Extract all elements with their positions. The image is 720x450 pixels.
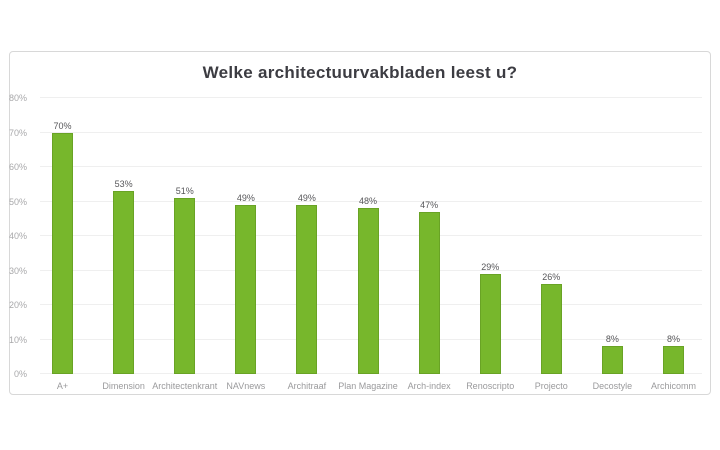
y-tick-label: 20% (8, 300, 27, 310)
bar: 53% (113, 179, 135, 374)
y-tick-label: 60% (8, 162, 27, 172)
y-axis: 0% 10% 20% 30% 40% 50% 60% 70% 80% (0, 93, 27, 379)
bar-value-label: 8% (666, 334, 680, 345)
bar-value-label: 70% (53, 120, 72, 131)
bar-column: 47% Arch-index (399, 98, 460, 391)
bar: 26% (540, 272, 562, 374)
bar: 47% (418, 200, 440, 374)
bar-column: 53% Dimension (93, 98, 154, 391)
bar-column: 26% Projecto (521, 98, 582, 391)
x-category-label: Arch-index (407, 381, 451, 391)
bar-column: 51% Architectenkrant (152, 98, 217, 391)
bar-chart-plot: 0% 10% 20% 30% 40% 50% 60% 70% 80% 70% A+ 53% Dimen… (9, 93, 704, 391)
bars-container: 70% A+ 53% Dimension 51% Architectenkrant 49% N… (32, 98, 704, 391)
chart-title: Welke architectuurvakbladen leest u? (202, 63, 518, 82)
gridline (40, 200, 702, 202)
bar-value-label: 26% (542, 272, 561, 283)
chart-card: Welke architectuurvakbladen leest u? 0% 1… (9, 51, 711, 395)
y-tick-label: 40% (8, 231, 27, 241)
x-category-label: Architraaf (287, 381, 327, 391)
x-category-label: Projecto (534, 381, 568, 391)
bar: 8% (662, 334, 684, 374)
bar-value-label: 53% (114, 179, 133, 190)
bar: 48% (357, 196, 379, 374)
x-category-label: Archicomm (650, 381, 696, 391)
bar-value-label: 49% (236, 192, 255, 203)
bar-value-label: 29% (481, 261, 500, 272)
bar-column: 49% Architraaf (276, 98, 337, 391)
x-category-label: Decostyle (592, 381, 633, 391)
bar-value-label: 49% (297, 192, 316, 203)
gridline (40, 131, 702, 133)
x-category-label: Renoscripto (466, 381, 515, 391)
x-category-label: Dimension (102, 381, 145, 391)
bar: 70% (52, 121, 74, 374)
bar-column: 70% A+ (32, 98, 93, 391)
bar-column: 8% Decostyle (582, 98, 643, 391)
y-tick-label: 30% (8, 265, 27, 276)
bar-value-label: 8% (605, 334, 619, 345)
bar-value-label: 51% (175, 186, 194, 197)
bar-column: 29% Renoscripto (460, 98, 521, 391)
bar: 29% (479, 262, 501, 374)
bar-column: 8% Archicomm (643, 98, 704, 391)
bar: 49% (235, 193, 257, 374)
bar-column: 48% Plan Magazine (337, 98, 398, 391)
bar-column: 49% NAVnews (215, 98, 276, 391)
bar: 51% (174, 186, 196, 374)
x-category-label: Architectenkrant (152, 381, 218, 391)
y-tick-label: 70% (8, 127, 27, 138)
x-category-label: Plan Magazine (338, 381, 398, 391)
x-category-label: A+ (56, 381, 69, 391)
y-tick-label: 50% (8, 196, 27, 207)
y-tick-label: 0% (13, 369, 27, 379)
bar: 49% (296, 193, 318, 374)
y-tick-label: 10% (8, 334, 27, 345)
bar: 8% (601, 334, 623, 374)
bar-value-label: 47% (420, 199, 439, 210)
bar-value-label: 48% (359, 196, 378, 207)
gridline (40, 166, 702, 167)
x-category-label: NAVnews (226, 381, 266, 391)
y-tick-label: 80% (8, 93, 27, 103)
gridline (40, 97, 702, 98)
